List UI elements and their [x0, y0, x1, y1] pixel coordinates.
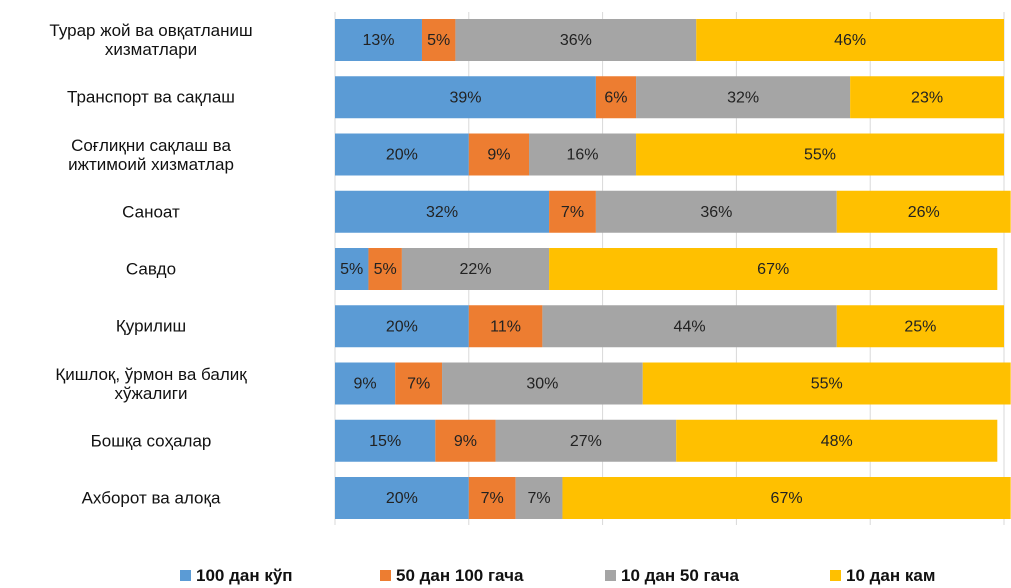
data-label: 13%: [362, 32, 394, 49]
legend-label: 100 дан кўп: [196, 566, 293, 585]
bar-segment: [850, 76, 1004, 119]
category-label: Қурилиш: [115, 316, 187, 336]
category-label: Савдо: [125, 259, 177, 279]
bar-segment: [549, 190, 596, 233]
legend-entry: 10 дан кам: [830, 566, 935, 586]
category-label: Соғлиқни сақлаш ва ижтимоий хизматлар: [68, 135, 234, 174]
data-label: 5%: [374, 261, 397, 278]
legend-swatch: [180, 570, 191, 581]
legend-label: 50 дан 100 гача: [396, 566, 524, 585]
legend-label: 10 дан кам: [846, 566, 936, 585]
data-label: 36%: [700, 204, 732, 221]
bar-segment: [542, 305, 837, 348]
data-label: 20%: [386, 490, 418, 507]
bar-segment: [836, 305, 1004, 348]
bar-segment: [562, 477, 1011, 519]
legend-label: 10 дан 50 гача: [621, 566, 739, 585]
legend-swatch: [380, 570, 391, 581]
legend-swatch: [605, 570, 616, 581]
bar-segment: [368, 248, 402, 290]
data-label: 25%: [904, 318, 936, 335]
bar-segment: [442, 362, 643, 405]
data-label: 16%: [567, 147, 599, 164]
data-label: 44%: [674, 318, 706, 335]
category-label: Бошқа соҳалар: [90, 431, 212, 451]
legend-entry: 50 дан 100 гача: [380, 566, 523, 586]
bar-segment: [515, 477, 563, 519]
data-label: 48%: [821, 433, 853, 450]
bar-segment: [395, 362, 443, 405]
data-label: 32%: [727, 89, 759, 106]
bar-segment: [468, 477, 516, 519]
data-label: 9%: [354, 376, 377, 393]
bar-segment: [335, 362, 396, 405]
bar-segment: [468, 305, 543, 348]
data-label: 26%: [908, 204, 940, 221]
data-label: 32%: [426, 204, 458, 221]
data-label: 5%: [340, 261, 363, 278]
data-label: 55%: [811, 376, 843, 393]
data-label: 27%: [570, 433, 602, 450]
data-label: 46%: [834, 32, 866, 49]
category-label: Қишлоқ, ўрмон ва балиқ хўжалиги: [55, 364, 247, 403]
category-label: Саноат: [122, 202, 180, 222]
data-label: 22%: [459, 261, 491, 278]
category-label: Транспорт ва сақлаш: [67, 87, 235, 107]
bar-segment: [468, 133, 530, 176]
data-label: 5%: [427, 32, 450, 49]
legend-entry: 10 дан 50 гача: [605, 566, 739, 586]
bar-segment: [636, 76, 851, 119]
data-label: 20%: [386, 318, 418, 335]
bar-segment: [335, 305, 469, 348]
bar-segment: [495, 419, 677, 462]
bar-segment: [335, 133, 469, 176]
data-label: 7%: [561, 204, 584, 221]
bar-segment: [595, 76, 637, 119]
bar-segment: [421, 19, 456, 61]
bar-segment: [335, 477, 469, 519]
data-label: 67%: [757, 261, 789, 278]
bar-segment: [335, 248, 369, 290]
bar-segment: [696, 19, 1004, 61]
data-label: 11%: [490, 318, 521, 335]
data-label: 30%: [526, 376, 558, 393]
data-label: 7%: [527, 490, 550, 507]
bar-segment: [401, 248, 550, 290]
bar-segment: [455, 19, 697, 61]
bar-segment: [529, 133, 637, 176]
bar-segment: [676, 419, 998, 462]
data-label: 7%: [481, 490, 504, 507]
bar-segment: [335, 76, 596, 119]
bar-segment: [335, 19, 422, 61]
legend-swatch: [830, 570, 841, 581]
bar-segment: [595, 190, 837, 233]
data-label: 9%: [487, 147, 510, 164]
bar-segment: [335, 419, 436, 462]
legend-entry: 100 дан кўп: [180, 566, 293, 586]
data-label: 15%: [369, 433, 401, 450]
bar-segment: [335, 190, 550, 233]
category-label: Турар жой ва овқатланиш хизматлари: [49, 21, 253, 59]
bar-segment: [636, 133, 1004, 176]
bar-segment: [549, 248, 998, 290]
data-label: 39%: [449, 89, 481, 106]
bar-segment: [836, 190, 1011, 233]
data-label: 67%: [771, 490, 803, 507]
data-label: 23%: [911, 89, 943, 106]
data-label: 9%: [454, 433, 477, 450]
bar-segment: [642, 362, 1011, 405]
category-label: Ахборот ва алоқа: [81, 488, 221, 508]
data-label: 6%: [604, 89, 627, 106]
data-label: 7%: [407, 376, 430, 393]
data-label: 55%: [804, 147, 836, 164]
bar-segment: [435, 419, 496, 462]
data-label: 36%: [560, 32, 592, 49]
data-label: 20%: [386, 147, 418, 164]
